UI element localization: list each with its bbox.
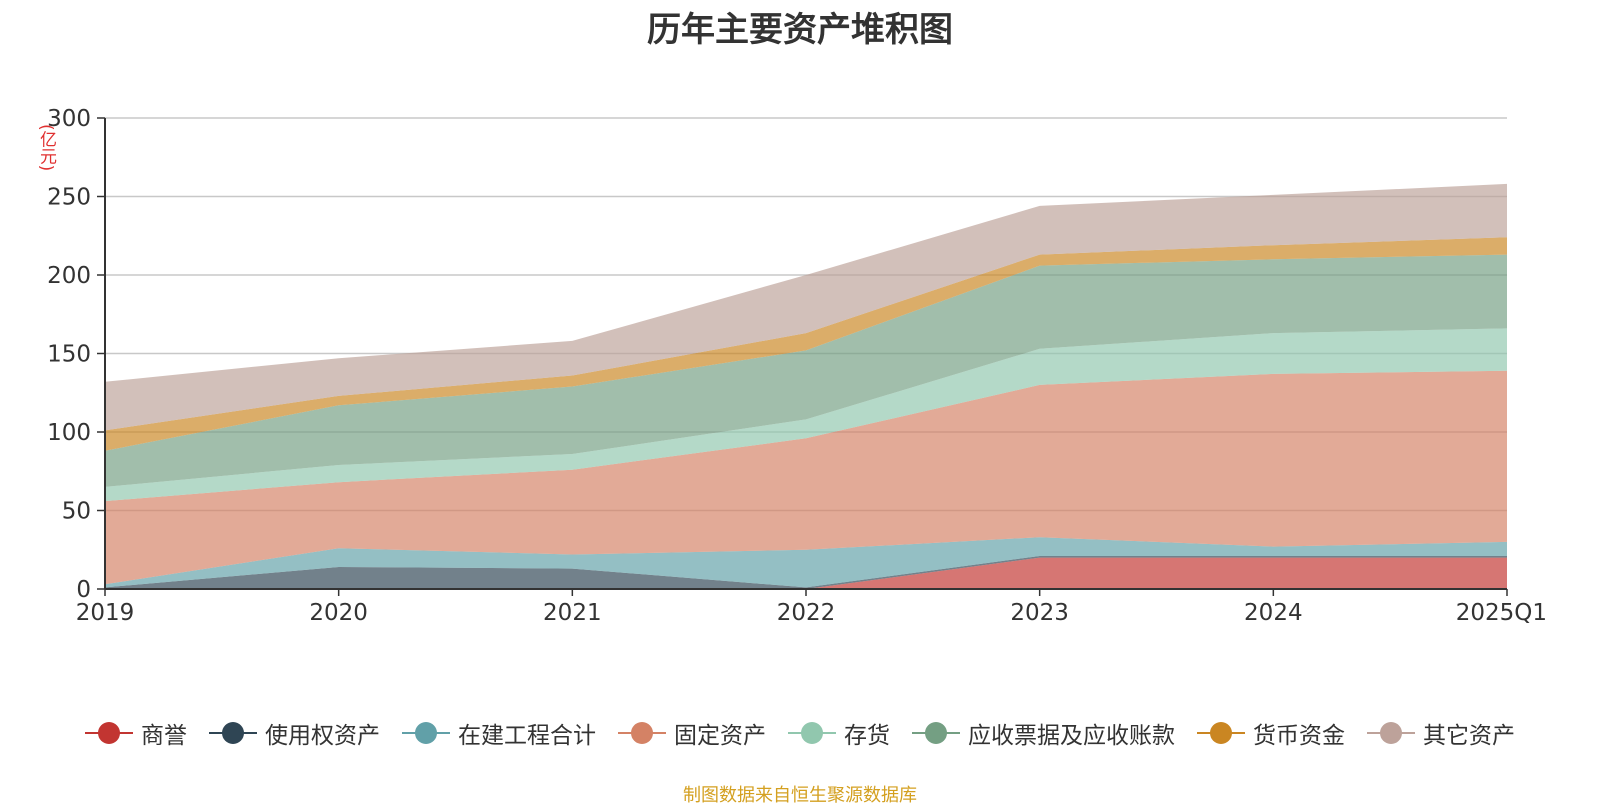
legend-marker-icon (618, 721, 666, 745)
y-tick-label: 0 (76, 577, 91, 603)
area-series-0[interactable] (105, 557, 1507, 589)
legend-marker-icon (912, 721, 960, 745)
area-series-4[interactable] (105, 328, 1507, 502)
legend-label: 货币资金 (1253, 723, 1345, 749)
legend-marker-icon (85, 721, 133, 745)
legend-item-1[interactable]: 使用权资产 (209, 716, 380, 750)
x-tick-label: 2020 (309, 600, 368, 626)
y-tick-label: 150 (47, 342, 91, 368)
y-tick-label: 250 (47, 185, 91, 211)
x-tick-label: 2021 (543, 600, 602, 626)
x-tick-label: 2025Q1 (1456, 600, 1547, 626)
area-series-3[interactable] (105, 370, 1507, 585)
area-series-2[interactable] (105, 537, 1507, 588)
x-tick-label: 2022 (777, 600, 836, 626)
y-axis-unit: (亿元) (36, 124, 56, 172)
area-series-1[interactable] (105, 556, 1507, 589)
legend-marker-icon (209, 721, 257, 745)
x-tick-label: 2024 (1244, 600, 1303, 626)
legend-item-7[interactable]: 其它资产 (1367, 716, 1515, 750)
legend-marker-icon (402, 721, 450, 745)
legend-marker-icon (788, 721, 836, 745)
x-tick-label: 2019 (76, 600, 135, 626)
legend-marker-icon (1197, 721, 1245, 745)
source-note: 制图数据来自恒生聚源数据库 (683, 785, 917, 806)
legend-item-5[interactable]: 应收票据及应收账款 (912, 716, 1175, 750)
legend-item-4[interactable]: 存货 (788, 716, 890, 750)
legend-item-6[interactable]: 货币资金 (1197, 716, 1345, 750)
x-tick-label: 2023 (1010, 600, 1069, 626)
y-tick-label: 200 (47, 263, 91, 289)
area-series-7[interactable] (105, 183, 1507, 431)
legend-item-0[interactable]: 商誉 (85, 716, 187, 750)
chart-title: 历年主要资产堆积图 (647, 10, 953, 50)
legend-marker-icon (1367, 721, 1415, 745)
y-tick-label: 100 (47, 420, 91, 446)
legend: 商誉 使用权资产 在建工程合计 固定资产 存货 应收票据及应收账款 货币资金 其它资产 (0, 716, 1600, 750)
area-series-6[interactable] (105, 237, 1507, 451)
legend-label: 固定资产 (674, 723, 766, 749)
legend-label: 存货 (844, 723, 890, 749)
legend-label: 其它资产 (1423, 723, 1515, 749)
legend-label: 商誉 (141, 723, 187, 749)
area-series-5[interactable] (105, 254, 1507, 487)
legend-label: 应收票据及应收账款 (968, 723, 1175, 749)
legend-label: 使用权资产 (265, 723, 380, 749)
y-tick-label: 50 (62, 499, 91, 525)
legend-item-3[interactable]: 固定资产 (618, 716, 766, 750)
y-tick-label: 300 (47, 106, 91, 132)
legend-label: 在建工程合计 (458, 723, 596, 749)
legend-item-2[interactable]: 在建工程合计 (402, 716, 596, 750)
